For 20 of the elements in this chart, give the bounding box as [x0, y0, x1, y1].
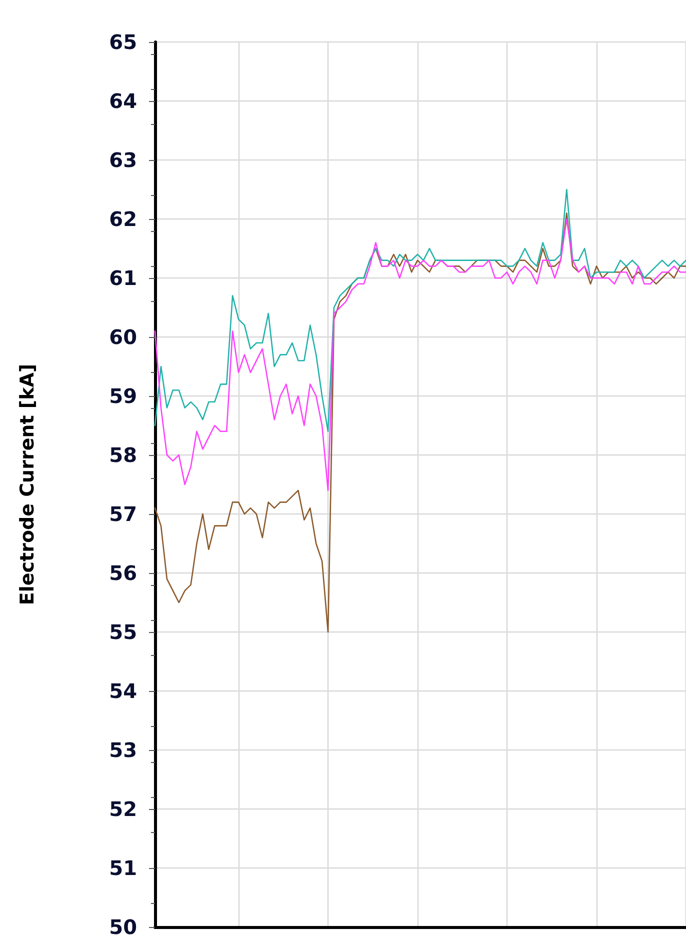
- y-tick-label: 53: [109, 738, 137, 762]
- y-tick-label: 64: [109, 89, 137, 113]
- y-axis-title: Electrode Current [kA]: [16, 364, 38, 606]
- y-tick-label: 55: [109, 620, 137, 644]
- y-tick-label: 65: [109, 30, 137, 54]
- y-tick-label: 62: [109, 207, 137, 231]
- line-series: [154, 212, 686, 633]
- line-series: [154, 218, 686, 492]
- y-tick-label: 63: [109, 148, 137, 172]
- y-tick-label: 61: [109, 266, 137, 290]
- y-tick-label: 60: [109, 325, 137, 349]
- y-tick-label: 59: [109, 384, 137, 408]
- y-tick-label: 51: [109, 856, 137, 880]
- y-tick-label: 58: [109, 443, 137, 467]
- line-series: [154, 188, 686, 432]
- y-tick-label: 52: [109, 797, 137, 821]
- y-tick-label: 54: [109, 679, 137, 703]
- y-tick-label: 56: [109, 561, 137, 585]
- y-tick-label: 50: [109, 915, 137, 937]
- y-tick-label: 57: [109, 502, 137, 526]
